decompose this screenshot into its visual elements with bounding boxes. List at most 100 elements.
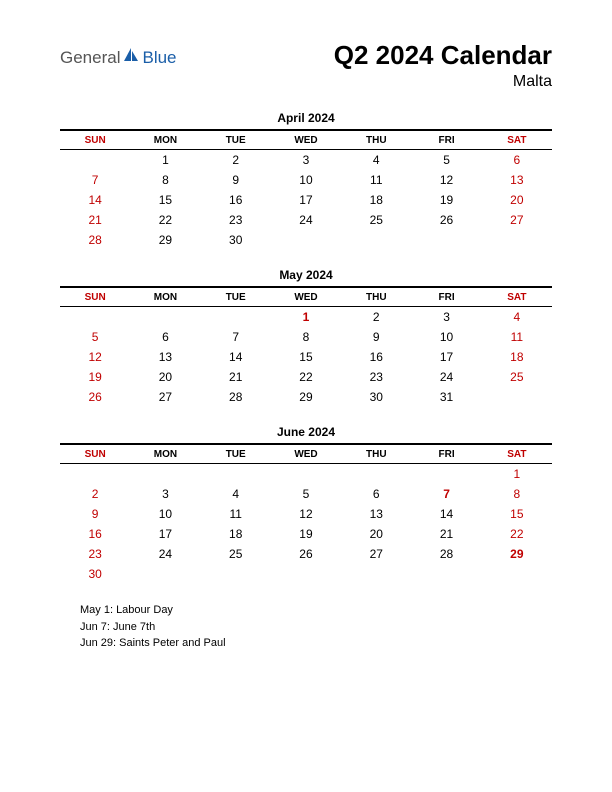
calendar-cell xyxy=(60,464,130,485)
calendar-cell xyxy=(271,464,341,485)
calendar-cell xyxy=(130,307,200,328)
calendar-row: 9101112131415 xyxy=(60,504,552,524)
calendar-cell: 30 xyxy=(60,564,130,584)
calendar-cell xyxy=(482,564,552,584)
calendar-cell: 15 xyxy=(482,504,552,524)
calendar-cell: 25 xyxy=(201,544,271,564)
day-header: SAT xyxy=(482,130,552,150)
day-header: MON xyxy=(130,444,200,464)
calendar-cell: 29 xyxy=(482,544,552,564)
calendar-cell: 7 xyxy=(201,327,271,347)
calendar-table: SUNMONTUEWEDTHUFRISAT1234567891011121314… xyxy=(60,443,552,584)
calendar-cell xyxy=(411,230,481,250)
day-header: THU xyxy=(341,130,411,150)
calendar-cell: 16 xyxy=(341,347,411,367)
calendar-row: 1 xyxy=(60,464,552,485)
calendar-cell: 6 xyxy=(482,150,552,171)
calendar-cell: 9 xyxy=(60,504,130,524)
calendar-cell: 18 xyxy=(482,347,552,367)
calendar-cell: 17 xyxy=(271,190,341,210)
calendar-cell xyxy=(130,564,200,584)
calendar-cell: 18 xyxy=(341,190,411,210)
calendar-row: 262728293031 xyxy=(60,387,552,407)
calendar-cell: 30 xyxy=(201,230,271,250)
calendar-row: 30 xyxy=(60,564,552,584)
month-block: May 2024SUNMONTUEWEDTHUFRISAT12345678910… xyxy=(60,268,552,407)
calendar-cell xyxy=(271,564,341,584)
calendar-cell: 27 xyxy=(341,544,411,564)
calendar-cell: 16 xyxy=(60,524,130,544)
calendar-cell: 15 xyxy=(271,347,341,367)
holiday-item: Jun 7: June 7th xyxy=(80,619,552,636)
calendar-cell: 2 xyxy=(60,484,130,504)
calendar-cell: 17 xyxy=(130,524,200,544)
calendar-cell: 28 xyxy=(60,230,130,250)
calendar-row: 16171819202122 xyxy=(60,524,552,544)
holiday-list: May 1: Labour DayJun 7: June 7thJun 29: … xyxy=(60,602,552,652)
calendar-cell xyxy=(201,564,271,584)
calendar-cell: 10 xyxy=(411,327,481,347)
page-subtitle: Malta xyxy=(334,73,552,91)
day-header: SUN xyxy=(60,444,130,464)
calendar-cell: 22 xyxy=(130,210,200,230)
calendar-cell: 25 xyxy=(482,367,552,387)
calendar-row: 2345678 xyxy=(60,484,552,504)
calendar-cell: 30 xyxy=(341,387,411,407)
calendar-cell: 13 xyxy=(130,347,200,367)
day-header: FRI xyxy=(411,130,481,150)
calendar-row: 78910111213 xyxy=(60,170,552,190)
calendar-cell: 2 xyxy=(201,150,271,171)
calendar-cell: 21 xyxy=(411,524,481,544)
day-header: SAT xyxy=(482,287,552,307)
calendar-cell: 20 xyxy=(341,524,411,544)
calendar-row: 19202122232425 xyxy=(60,367,552,387)
calendar-cell: 31 xyxy=(411,387,481,407)
calendar-cell: 7 xyxy=(411,484,481,504)
calendar-cell: 4 xyxy=(482,307,552,328)
calendar-cell: 3 xyxy=(271,150,341,171)
calendar-cell: 15 xyxy=(130,190,200,210)
calendar-cell: 17 xyxy=(411,347,481,367)
day-header: WED xyxy=(271,444,341,464)
calendar-cell: 1 xyxy=(130,150,200,171)
calendar-cell: 5 xyxy=(271,484,341,504)
calendar-cell: 23 xyxy=(201,210,271,230)
calendar-cell: 5 xyxy=(60,327,130,347)
logo: General Blue xyxy=(60,46,177,69)
calendar-cell: 9 xyxy=(201,170,271,190)
calendar-cell: 29 xyxy=(130,230,200,250)
month-title: June 2024 xyxy=(60,425,552,439)
calendar-cell: 29 xyxy=(271,387,341,407)
calendar-cell: 10 xyxy=(130,504,200,524)
logo-sail-icon xyxy=(122,46,140,69)
calendar-cell: 14 xyxy=(411,504,481,524)
calendar-cell: 1 xyxy=(482,464,552,485)
calendar-row: 23242526272829 xyxy=(60,544,552,564)
calendar-cell: 9 xyxy=(341,327,411,347)
calendar-row: 21222324252627 xyxy=(60,210,552,230)
calendar-cell: 8 xyxy=(482,484,552,504)
calendar-cell: 19 xyxy=(411,190,481,210)
calendar-row: 1234 xyxy=(60,307,552,328)
day-header: THU xyxy=(341,287,411,307)
calendar-row: 282930 xyxy=(60,230,552,250)
month-block: June 2024SUNMONTUEWEDTHUFRISAT1234567891… xyxy=(60,425,552,584)
calendar-cell: 21 xyxy=(201,367,271,387)
holiday-item: Jun 29: Saints Peter and Paul xyxy=(80,635,552,652)
calendar-cell: 20 xyxy=(130,367,200,387)
calendar-cell: 6 xyxy=(130,327,200,347)
day-header: WED xyxy=(271,287,341,307)
calendar-row: 123456 xyxy=(60,150,552,171)
calendar-cell xyxy=(271,230,341,250)
calendar-cell xyxy=(341,464,411,485)
calendar-cell: 1 xyxy=(271,307,341,328)
page-title: Q2 2024 Calendar xyxy=(334,40,552,71)
calendar-cell: 19 xyxy=(60,367,130,387)
calendar-cell xyxy=(201,307,271,328)
calendar-cell: 14 xyxy=(201,347,271,367)
calendar-cell: 13 xyxy=(341,504,411,524)
title-block: Q2 2024 Calendar Malta xyxy=(334,40,552,91)
calendar-cell: 7 xyxy=(60,170,130,190)
calendar-cell xyxy=(60,150,130,171)
header: General Blue Q2 2024 Calendar Malta xyxy=(60,40,552,91)
